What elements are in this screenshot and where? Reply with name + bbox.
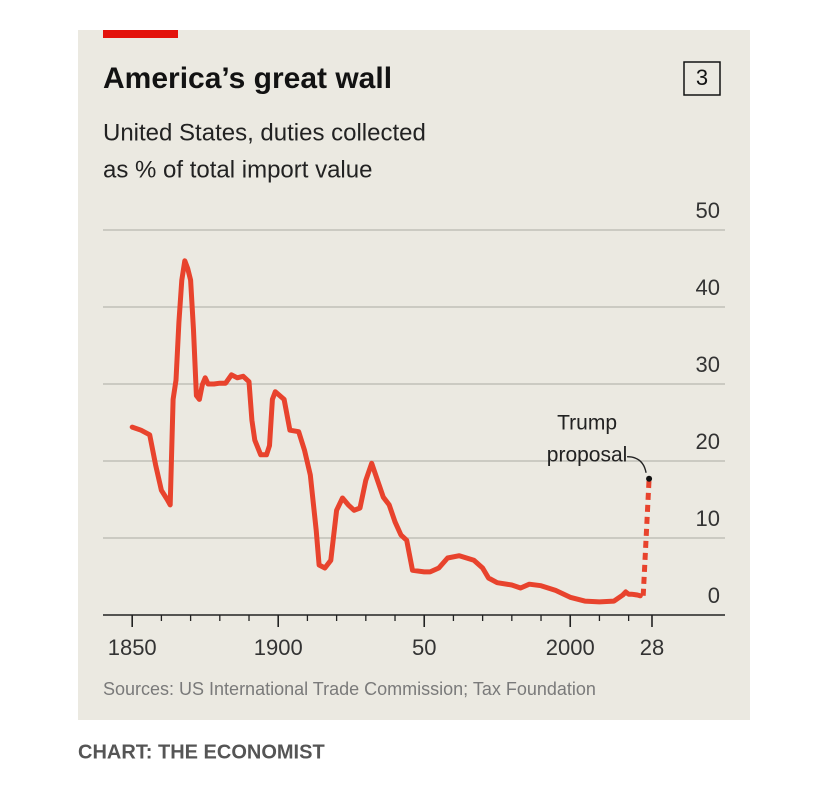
- y-tick-label: 40: [696, 275, 720, 300]
- chart-title: America’s great wall: [103, 62, 392, 95]
- y-tick-label: 50: [696, 198, 720, 223]
- brand-bar: [103, 30, 178, 38]
- x-tick-label: 2000: [546, 635, 595, 660]
- annotation-text: Trump: [557, 411, 617, 434]
- projection-line: [640, 478, 652, 596]
- source-note: Sources: US International Trade Commissi…: [103, 679, 596, 699]
- x-tick-label: 1850: [108, 635, 157, 660]
- chart-panel: [78, 30, 750, 720]
- chart-subtitle: United States, duties collected: [103, 119, 426, 146]
- y-tick-label: 30: [696, 352, 720, 377]
- panel-number: 3: [696, 65, 708, 90]
- credit: CHART: THE ECONOMIST: [78, 741, 325, 763]
- annotation-arrow: [627, 456, 647, 473]
- annotation-text: proposal: [547, 443, 628, 466]
- panel-number-box: [683, 61, 721, 96]
- x-tick-label: 28: [640, 635, 664, 660]
- x-tick-label: 1900: [254, 635, 303, 660]
- annotation-point: [646, 475, 653, 482]
- y-tick-label: 20: [696, 429, 720, 454]
- x-tick-label: 50: [412, 635, 436, 660]
- data-line: [129, 258, 643, 605]
- y-tick-label: 10: [696, 506, 720, 531]
- y-tick-label: 0: [708, 583, 720, 608]
- chart-subtitle: as % of total import value: [103, 156, 372, 183]
